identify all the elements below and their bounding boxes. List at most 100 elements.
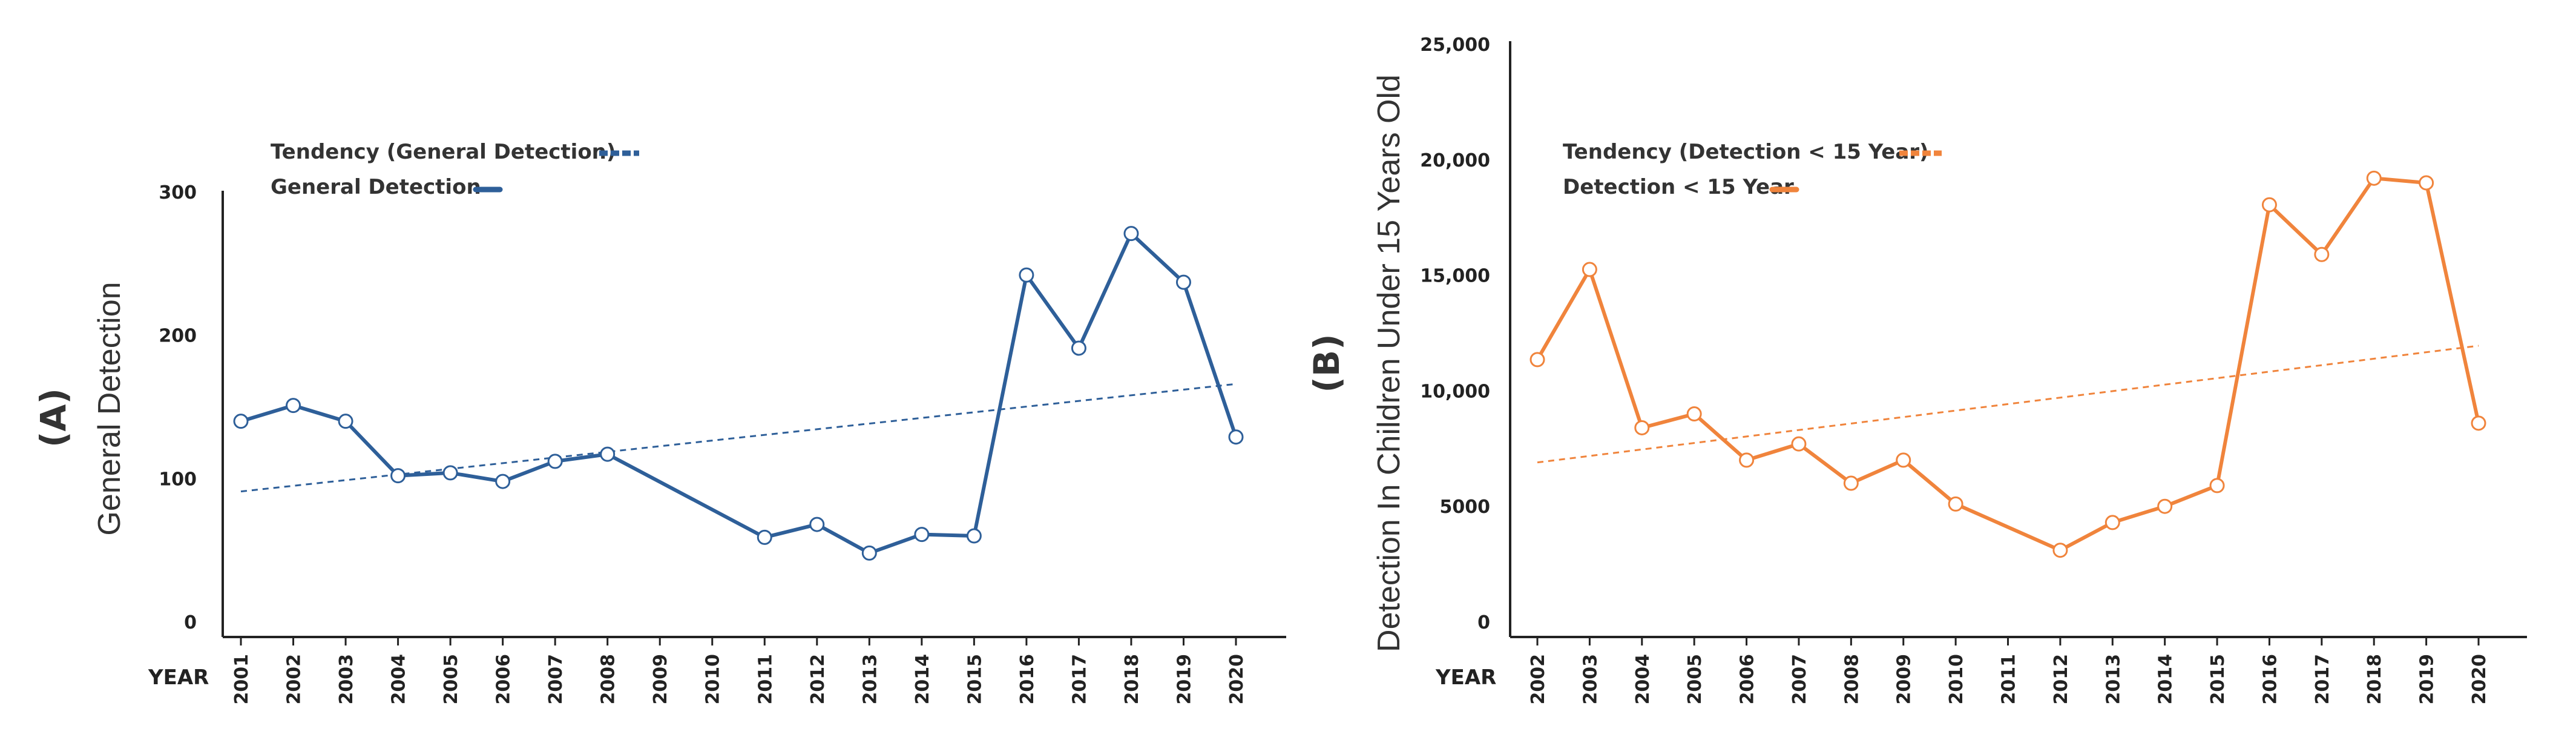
x-tick-label-b: 2015 [2207,654,2229,705]
x-tick-label-b: 2012 [2051,654,2072,705]
x-tick-label-b: 2013 [2103,654,2124,705]
y-tick-label-b: 20,000 [1420,150,1490,171]
ticks-a: 0 100 200 300 2001 2002 2003 2004 2005 2006 2007 20… [159,182,1247,705]
data-point-a [914,527,930,543]
data-point-a [1175,274,1191,290]
x-tick-label-b: 2016 [2259,654,2281,705]
x-tick-label-b: 2005 [1684,654,1706,705]
panel-a: (A) General Detection YEAR Tendency (Gen… [33,140,1286,705]
x-tick-label-b: 2014 [2155,654,2177,705]
x-tick-label-b: 2007 [1789,654,1810,705]
y-tick-label-a: 200 [159,326,197,347]
x-tick-label-a: 2002 [284,654,305,705]
legend-label-trend-a: Tendency (General Detection) [271,140,616,164]
data-point-a [1019,267,1034,283]
data-point-a [390,468,406,484]
trend-line-b [1537,345,2479,464]
panel-label-b: (B) [1306,334,1347,392]
data-point-b [2209,478,2225,493]
data-point-b [2419,175,2434,191]
x-tick-label-a: 2019 [1174,654,1195,705]
y-tick-label-b: 15,000 [1420,266,1490,287]
x-tick-label-b: 2006 [1737,654,1758,705]
data-point-b [2104,515,2120,530]
legend-label-series-b: Detection < 15 Year [1563,175,1794,199]
data-point-b [1686,406,1702,422]
y-axis-label-b: Detection In Children Under 15 Years Old [1372,74,1407,652]
x-tick-label-a: 2001 [231,654,252,705]
x-tick-label-a: 2013 [859,654,881,705]
data-point-a [861,545,877,561]
x-tick-label-a: 2016 [1017,654,1038,705]
data-point-a [600,446,616,462]
x-tick-label-a: 2017 [1069,654,1090,705]
x-tick-label-a: 2020 [1226,654,1247,705]
data-point-b [2157,498,2173,514]
x-tick-label-b: 2004 [1632,654,1654,705]
series-line-a [240,231,1238,555]
x-tick-label-b: 2011 [1999,654,2020,705]
data-point-a [757,529,772,545]
data-point-b [1843,475,1859,491]
data-point-a [547,454,563,469]
data-point-b [1948,496,1963,512]
x-tick-label-a: 2012 [807,654,829,705]
data-point-a [966,528,982,544]
x-tick-label-b: 2019 [2417,654,2438,705]
data-point-b [1530,352,1545,368]
panel-label-a: (A) [33,388,74,447]
x-tick-label-a: 2018 [1122,654,1143,705]
x-tick-label-b: 2017 [2312,654,2333,705]
x-tick-label-b: 2008 [1841,654,1862,705]
data-point-b [2366,170,2382,186]
x-tick-label-b: 2009 [1894,654,1915,705]
data-point-b [2052,543,2068,558]
x-axis-label-b: YEAR [1435,665,1496,690]
legend-a: Tendency (General Detection) General Det… [271,140,639,199]
x-tick-label-a: 2011 [755,654,776,705]
trend-line-a [240,383,1237,493]
y-tick-label-a: 0 [184,612,197,633]
panel-b: (B) Detection In Children Under 15 Years… [1306,35,2527,705]
data-point-b [2314,246,2330,262]
data-point-a [442,465,458,481]
x-tick-label-a: 2015 [964,654,985,705]
data-point-b [2261,197,2277,213]
x-tick-label-a: 2007 [545,654,567,705]
data-point-a [1228,429,1244,445]
data-point-a [809,517,825,532]
data-point-a [495,474,511,489]
y-tick-label-a: 300 [159,182,197,203]
legend-label-trend-b: Tendency (Detection < 15 Year) [1563,140,1929,164]
y-tick-label-a: 100 [159,469,197,490]
data-point-b [1739,452,1755,468]
data-point-a [338,414,353,429]
x-axis-label-a: YEAR [148,665,209,690]
x-tick-label-a: 2006 [493,654,514,705]
legend-b: Tendency (Detection < 15 Year) Detection… [1563,140,1942,199]
y-axis-label-a: General Detection [92,282,127,535]
data-point-b [1634,420,1650,435]
x-tick-label-b: 2020 [2469,654,2490,705]
ticks-b: 0 5000 10,000 15,000 20,000 25,000 2002 2003 200… [1420,35,2490,705]
x-tick-label-a: 2004 [389,654,410,705]
x-tick-label-b: 2003 [1580,654,1601,705]
data-point-b [1896,452,1911,468]
data-point-b [1791,436,1807,452]
data-point-b [2471,415,2486,431]
y-tick-label-b: 25,000 [1420,35,1490,56]
plot-a [233,226,1244,561]
x-tick-label-a: 2008 [598,654,619,705]
plot-b [1530,170,2486,558]
x-tick-label-b: 2010 [1946,654,1967,705]
series-line-b [1536,176,2480,552]
data-point-a [1071,340,1086,356]
legend-label-series-a: General Detection [271,175,481,199]
data-point-a [233,414,249,429]
y-tick-label-b: 0 [1477,612,1490,633]
y-tick-label-b: 10,000 [1420,381,1490,402]
x-tick-label-a: 2009 [650,654,671,705]
x-tick-label-a: 2005 [441,654,462,705]
